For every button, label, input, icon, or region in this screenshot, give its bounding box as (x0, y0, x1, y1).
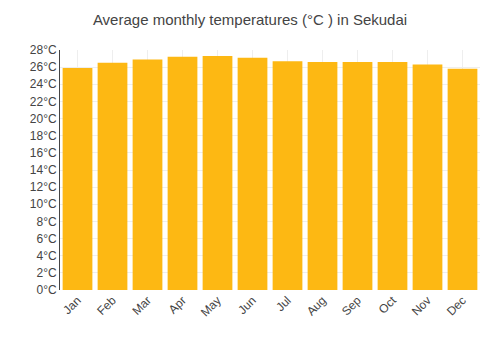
svg-text:22°C: 22°C (30, 95, 57, 109)
svg-text:Dec: Dec (444, 293, 469, 318)
svg-text:Jan: Jan (60, 293, 84, 317)
svg-text:12°C: 12°C (30, 180, 57, 194)
svg-text:Sep: Sep (339, 293, 364, 318)
svg-text:Mar: Mar (129, 293, 154, 318)
svg-text:16°C: 16°C (30, 146, 57, 160)
svg-text:18°C: 18°C (30, 129, 57, 143)
svg-text:Feb: Feb (94, 293, 119, 318)
svg-text:24°C: 24°C (30, 77, 57, 91)
svg-text:Jun: Jun (235, 293, 259, 317)
svg-text:20°C: 20°C (30, 112, 57, 126)
svg-text:28°C: 28°C (30, 43, 57, 57)
svg-text:14°C: 14°C (30, 163, 57, 177)
svg-text:Jul: Jul (273, 293, 294, 314)
svg-text:Oct: Oct (376, 293, 400, 317)
svg-text:4°C: 4°C (36, 249, 56, 263)
svg-text:Nov: Nov (409, 293, 434, 318)
svg-text:Aug: Aug (304, 293, 329, 318)
svg-text:May: May (198, 293, 224, 319)
svg-text:2°C: 2°C (36, 266, 56, 280)
svg-text:Apr: Apr (166, 293, 189, 316)
svg-text:8°C: 8°C (36, 215, 56, 229)
svg-text:0°C: 0°C (36, 283, 56, 297)
svg-text:Average monthly temperatures (: Average monthly temperatures (°C ) in Se… (93, 11, 407, 28)
svg-text:6°C: 6°C (36, 232, 56, 246)
svg-text:10°C: 10°C (30, 197, 57, 211)
svg-text:26°C: 26°C (30, 60, 57, 74)
